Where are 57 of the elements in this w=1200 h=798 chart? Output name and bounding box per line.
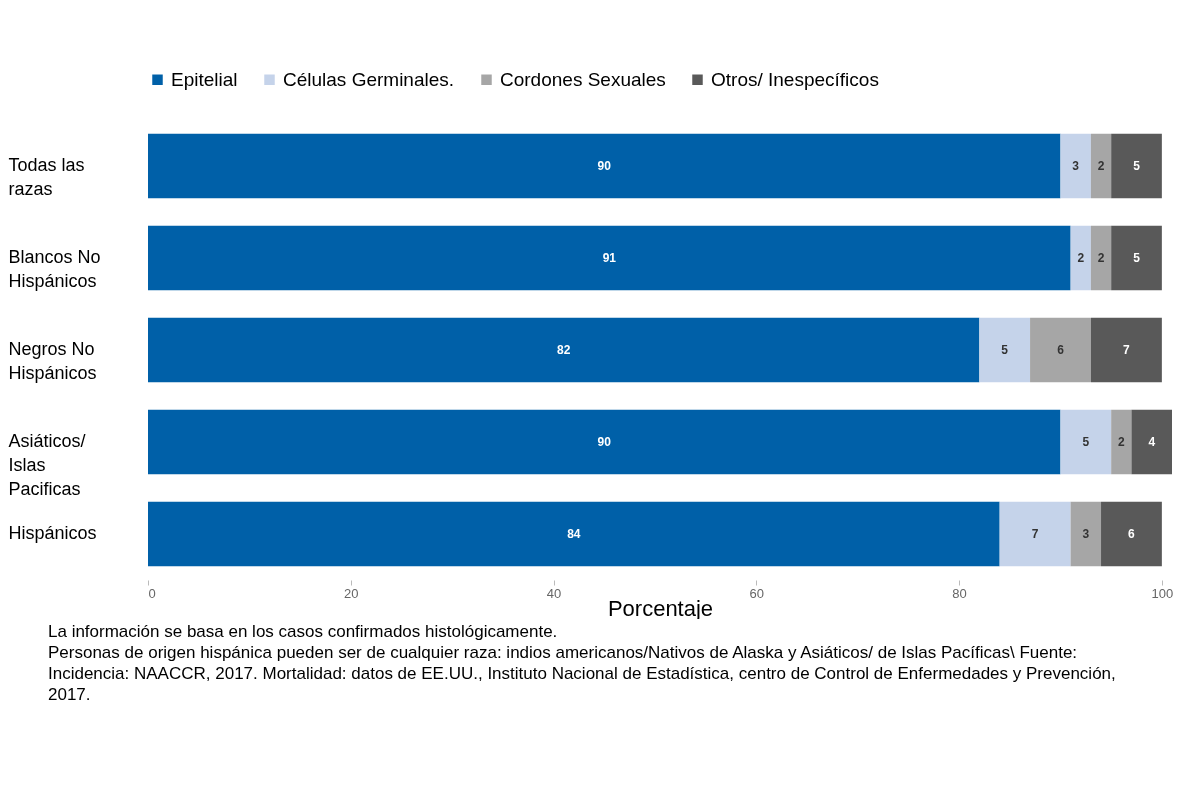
- data-label: 2: [1117, 435, 1125, 449]
- data-label: 3: [1072, 159, 1080, 173]
- data-label: 7: [1031, 527, 1039, 541]
- bar: [1070, 501, 1102, 567]
- bar: [1090, 317, 1162, 383]
- bar: [1030, 317, 1091, 383]
- text: La información se basa en los casos confirmados histológicamente.: [48, 621, 559, 642]
- data-label: 6: [1128, 527, 1136, 541]
- data-label: 4: [1148, 435, 1156, 449]
- legend-label: Células Germinales.: [283, 68, 455, 90]
- x-tick-label: 0: [148, 585, 156, 601]
- data-label: 6: [1057, 343, 1065, 357]
- y-tick-label: Todas las razas: [8, 155, 85, 199]
- bar: [148, 133, 1061, 199]
- x-tick-label: 20: [344, 585, 359, 601]
- legend-label: Otros/ Inespecíficos: [711, 68, 879, 90]
- data-label: 5: [1133, 159, 1141, 173]
- data-label: 5: [1082, 435, 1090, 449]
- data-label: 5: [1001, 343, 1009, 357]
- text: Personas de origen hispánica pueden ser de cualquier raza: indios americanos/Nativos de Alaska y Asiáticos/ de Islas Pacíficas\ Fuente: Incidencia: NAACCR, 2017. Mortalidad: datos de EE.UU., Instituto Nacional de Estadística, centro de Control de Enfermedades y Prevención, 2017.: [48, 642, 1117, 705]
- data-label: 2: [1097, 159, 1105, 173]
- x-tick-label: 40: [546, 585, 562, 601]
- data-label: 90: [597, 435, 612, 449]
- bar: [148, 225, 1071, 291]
- y-tick-label: Hispánicos: [8, 523, 97, 543]
- bar: [1090, 225, 1112, 291]
- data-label: 3: [1082, 527, 1090, 541]
- bar: [1070, 225, 1091, 291]
- bar: [1111, 133, 1162, 199]
- bar: [1111, 409, 1132, 475]
- bar: [1090, 133, 1112, 199]
- bar: [1111, 225, 1162, 291]
- y-tick-label: Blancos No Hispánicos: [8, 247, 101, 291]
- y-tick-label: Negros No Hispánicos: [8, 339, 97, 383]
- bar: [979, 317, 1031, 383]
- x-tick-label: 80: [952, 585, 967, 601]
- data-label: 84: [567, 527, 581, 541]
- data-label: 5: [1133, 251, 1141, 265]
- y-tick-label: Asiáticos/ Islas Pacificas: [8, 431, 86, 499]
- x-tick-label: 60: [749, 585, 765, 601]
- bar: [1131, 409, 1172, 475]
- x-tick-label: 100: [1151, 585, 1174, 601]
- bar: [148, 409, 1061, 475]
- data-label: 2: [1097, 251, 1105, 265]
- bar: [148, 501, 1000, 567]
- bar: [1060, 133, 1091, 199]
- data-label: 2: [1077, 251, 1085, 265]
- legend-label: Epitelial: [171, 68, 238, 90]
- bar: [1060, 409, 1112, 475]
- bar: [1101, 501, 1162, 567]
- data-label: 82: [557, 343, 571, 357]
- bar: [999, 501, 1071, 567]
- legend-label: Cordones Sexuales: [500, 68, 666, 90]
- data-label: 7: [1123, 343, 1131, 357]
- data-label: 91: [602, 251, 617, 265]
- data-label: 90: [597, 159, 612, 173]
- bar: [148, 317, 980, 383]
